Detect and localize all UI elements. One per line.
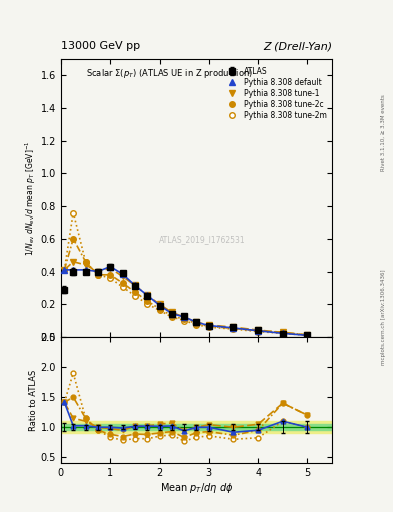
- Pythia 8.308 tune-2c: [108, 272, 112, 278]
- Pythia 8.308 tune-2m: [182, 317, 187, 324]
- Pythia 8.308 tune-1: [256, 327, 261, 333]
- Pythia 8.308 tune-1: [305, 332, 310, 338]
- Pythia 8.308 default: [281, 330, 285, 336]
- Pythia 8.308 tune-2c: [120, 280, 125, 286]
- Pythia 8.308 tune-2m: [108, 275, 112, 281]
- Pythia 8.308 tune-2c: [194, 321, 199, 327]
- Pythia 8.308 tune-2c: [281, 329, 285, 335]
- Pythia 8.308 tune-2m: [231, 326, 236, 332]
- Pythia 8.308 tune-1: [95, 268, 100, 274]
- Pythia 8.308 default: [132, 282, 137, 288]
- Y-axis label: $1/N_{\mathrm{ev}}\ dN_{\mathrm{ev}}/d$ mean $p_T\ [\mathrm{GeV}]^{-1}$: $1/N_{\mathrm{ev}}\ dN_{\mathrm{ev}}/d$ …: [24, 140, 38, 255]
- Pythia 8.308 tune-2c: [206, 323, 211, 329]
- Text: ATLAS_2019_I1762531: ATLAS_2019_I1762531: [159, 235, 245, 244]
- Pythia 8.308 tune-1: [62, 267, 67, 273]
- Text: 13000 GeV pp: 13000 GeV pp: [61, 41, 140, 51]
- Pythia 8.308 tune-2m: [83, 259, 88, 265]
- Pythia 8.308 tune-2m: [256, 329, 261, 335]
- Pythia 8.308 tune-2m: [206, 324, 211, 330]
- Pythia 8.308 tune-2c: [169, 313, 174, 319]
- Line: Pythia 8.308 tune-2c: Pythia 8.308 tune-2c: [62, 236, 310, 338]
- Pythia 8.308 tune-1: [132, 282, 137, 288]
- Line: Pythia 8.308 tune-2m: Pythia 8.308 tune-2m: [62, 210, 310, 338]
- Pythia 8.308 default: [108, 264, 112, 270]
- Pythia 8.308 default: [83, 267, 88, 273]
- Pythia 8.308 tune-1: [182, 314, 187, 320]
- Line: Pythia 8.308 default: Pythia 8.308 default: [62, 264, 310, 338]
- Pythia 8.308 tune-2m: [157, 307, 162, 313]
- Pythia 8.308 default: [62, 267, 67, 273]
- Pythia 8.308 default: [305, 332, 310, 338]
- Pythia 8.308 default: [157, 302, 162, 308]
- Pythia 8.308 tune-2m: [194, 322, 199, 328]
- Bar: [61, 424, 332, 430]
- Pythia 8.308 tune-2m: [281, 330, 285, 336]
- Legend: ATLAS, Pythia 8.308 default, Pythia 8.308 tune-1, Pythia 8.308 tune-2c, Pythia 8: ATLAS, Pythia 8.308 default, Pythia 8.30…: [222, 66, 328, 121]
- Pythia 8.308 tune-2m: [95, 272, 100, 278]
- Pythia 8.308 default: [194, 319, 199, 325]
- Bar: [61, 421, 332, 433]
- Pythia 8.308 tune-2m: [145, 301, 150, 307]
- Pythia 8.308 tune-1: [281, 329, 285, 335]
- Pythia 8.308 tune-2c: [62, 267, 67, 273]
- Pythia 8.308 tune-2m: [71, 209, 75, 216]
- Pythia 8.308 tune-2c: [157, 306, 162, 312]
- Pythia 8.308 tune-2m: [120, 284, 125, 290]
- Y-axis label: Ratio to ATLAS: Ratio to ATLAS: [29, 370, 38, 431]
- Pythia 8.308 default: [182, 314, 187, 320]
- Pythia 8.308 tune-2c: [305, 332, 310, 338]
- Pythia 8.308 tune-2c: [182, 316, 187, 323]
- Pythia 8.308 tune-1: [231, 324, 236, 330]
- Pythia 8.308 tune-2c: [231, 326, 236, 332]
- Pythia 8.308 tune-2c: [132, 289, 137, 295]
- Pythia 8.308 tune-1: [83, 262, 88, 268]
- Pythia 8.308 default: [256, 328, 261, 334]
- Pythia 8.308 tune-2m: [132, 293, 137, 299]
- Pythia 8.308 tune-2c: [95, 272, 100, 278]
- Pythia 8.308 tune-1: [71, 259, 75, 265]
- Line: Pythia 8.308 tune-1: Pythia 8.308 tune-1: [62, 259, 310, 338]
- Pythia 8.308 default: [231, 325, 236, 331]
- Pythia 8.308 default: [120, 271, 125, 277]
- Pythia 8.308 tune-2m: [62, 267, 67, 273]
- Pythia 8.308 tune-2c: [256, 328, 261, 334]
- Pythia 8.308 tune-2m: [305, 332, 310, 338]
- Pythia 8.308 tune-2c: [71, 236, 75, 242]
- Pythia 8.308 tune-1: [194, 319, 199, 325]
- Pythia 8.308 default: [95, 268, 100, 274]
- Pythia 8.308 tune-1: [120, 273, 125, 280]
- Pythia 8.308 tune-1: [108, 265, 112, 271]
- Pythia 8.308 default: [206, 323, 211, 329]
- Pythia 8.308 tune-2c: [145, 298, 150, 304]
- Pythia 8.308 tune-1: [169, 309, 174, 315]
- Pythia 8.308 tune-2m: [169, 314, 174, 320]
- Pythia 8.308 default: [169, 310, 174, 316]
- Pythia 8.308 tune-1: [206, 322, 211, 328]
- Text: Rivet 3.1.10, ≥ 3.3M events: Rivet 3.1.10, ≥ 3.3M events: [381, 95, 386, 172]
- Pythia 8.308 tune-2c: [83, 259, 88, 265]
- Text: Z (Drell-Yan): Z (Drell-Yan): [263, 41, 332, 51]
- Pythia 8.308 default: [71, 267, 75, 273]
- Pythia 8.308 tune-1: [157, 301, 162, 307]
- Pythia 8.308 tune-1: [145, 292, 150, 298]
- Text: mcplots.cern.ch [arXiv:1306.3436]: mcplots.cern.ch [arXiv:1306.3436]: [381, 270, 386, 365]
- Text: Scalar $\Sigma(p_T)$ (ATLAS UE in Z production): Scalar $\Sigma(p_T)$ (ATLAS UE in Z prod…: [86, 67, 253, 80]
- X-axis label: Mean $p_T/d\eta\ d\phi$: Mean $p_T/d\eta\ d\phi$: [160, 481, 233, 495]
- Pythia 8.308 default: [145, 292, 150, 298]
